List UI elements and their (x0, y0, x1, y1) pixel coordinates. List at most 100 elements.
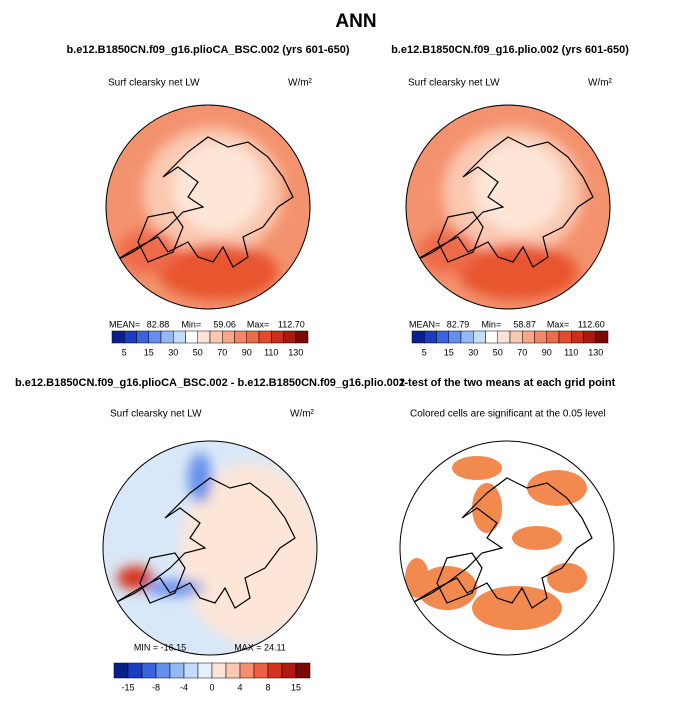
colorbar-label: 15 (144, 347, 154, 357)
colorbar-box (281, 662, 297, 679)
colorbar-label: 15 (444, 347, 454, 357)
colorbar-label: 5 (422, 347, 427, 357)
colorbar-box (436, 330, 449, 344)
field-blobs (117, 453, 317, 643)
colorbar-label: 0 (209, 682, 214, 692)
stat: 59.06 (213, 319, 236, 329)
colorbar-box (460, 330, 474, 344)
panel-subtitle: Colored cells are significant at the 0.0… (410, 409, 606, 420)
stat: MEAN= (109, 319, 140, 329)
panel-title: b.e12.B1850CN.f09_g16.plioCA_BSC.002 (yr… (66, 44, 349, 56)
colorbar-box (148, 330, 162, 344)
colorbar-box (583, 330, 596, 344)
colorbar-label: 110 (264, 347, 278, 357)
field-zone (180, 463, 317, 643)
colorbar-box (197, 330, 211, 344)
colorbar-label: 70 (517, 347, 527, 357)
colorbar-label: 50 (493, 347, 503, 357)
colorbar-box (169, 662, 185, 679)
significant-cells (452, 456, 502, 480)
colorbar-label: 15 (291, 682, 301, 692)
colorbar-box (211, 662, 227, 679)
field-zone (458, 244, 578, 300)
colorbar-label: 70 (217, 347, 227, 357)
colorbar-box (185, 330, 198, 344)
colorbar-box (222, 330, 235, 344)
field-zone (473, 142, 563, 232)
land (137, 211, 184, 263)
colorbar-label: -15 (121, 682, 134, 692)
colorbar-box (473, 330, 486, 344)
stat: MEAN= (409, 319, 440, 329)
colorbar-box (234, 330, 247, 344)
colorbar-box (546, 330, 560, 344)
colorbar-box (197, 662, 213, 679)
figure-title: ANN (335, 11, 376, 32)
colorbar-box (424, 330, 437, 344)
panel-subtitle: Surf clearsky net LW (108, 78, 200, 89)
colorbar-label: 90 (242, 347, 252, 357)
colorbar-box (485, 330, 498, 344)
colorbar-box (136, 330, 149, 344)
stat: MIN = -16.15 (134, 642, 186, 652)
colorbar-label: 5 (122, 347, 127, 357)
stat: 82.79 (447, 319, 470, 329)
colorbar-box (295, 330, 309, 344)
colorbar-box (239, 662, 255, 679)
colorbar-box (558, 330, 572, 344)
colorbar-box (246, 330, 260, 344)
land (412, 136, 594, 268)
significant-cells (472, 586, 562, 630)
land (411, 477, 593, 609)
stat: MAX = 24.11 (234, 642, 286, 652)
colorbar-label: 30 (468, 347, 478, 357)
colorbar-box (160, 330, 174, 344)
colorbar-box (155, 662, 171, 679)
significant-cells (527, 470, 587, 506)
colorbar-box (283, 330, 296, 344)
colorbar-label: 130 (588, 347, 603, 357)
stat: 112.70 (278, 319, 305, 329)
colorbar-box (448, 330, 462, 344)
colorbar-box (225, 662, 241, 679)
colorbar-box (124, 330, 137, 344)
map (400, 441, 614, 655)
field-zone (158, 244, 278, 300)
colorbar-label: 4 (237, 682, 242, 692)
land (114, 477, 296, 609)
colorbar-label: 130 (288, 347, 303, 357)
land (437, 211, 484, 263)
units: W/m² (288, 78, 313, 89)
colorbar-label: 8 (265, 682, 270, 692)
colorbar-box (258, 330, 272, 344)
map (103, 441, 317, 655)
field-blobs (118, 127, 283, 300)
colorbar-box (295, 662, 311, 679)
map (106, 105, 310, 309)
significant-cells (405, 558, 429, 598)
colorbar-box (253, 662, 269, 679)
colorbar-box (209, 330, 223, 344)
stat: 112.60 (578, 319, 605, 329)
land (436, 552, 483, 604)
field-zone (118, 230, 178, 274)
colorbar-label: 30 (168, 347, 178, 357)
colorbar-label: 50 (193, 347, 203, 357)
colorbar-label: -8 (152, 682, 160, 692)
significant-cells (547, 563, 587, 593)
units: W/m² (588, 78, 613, 89)
colorbar-box (111, 330, 125, 344)
map (406, 105, 610, 309)
panel-subtitle: Surf clearsky net LW (110, 409, 202, 420)
stat: 58.87 (513, 319, 536, 329)
colorbar-label: 110 (564, 347, 578, 357)
colorbar-label: 90 (542, 347, 552, 357)
map-border (405, 104, 611, 310)
colorbar-box (595, 330, 609, 344)
field-zone (418, 230, 478, 274)
map-border (399, 440, 615, 656)
panel-title: b.e12.B1850CN.f09_g16.plioCA_BSC.002 - b… (15, 377, 405, 389)
colorbar-box (411, 330, 425, 344)
colorbar-box (173, 330, 186, 344)
